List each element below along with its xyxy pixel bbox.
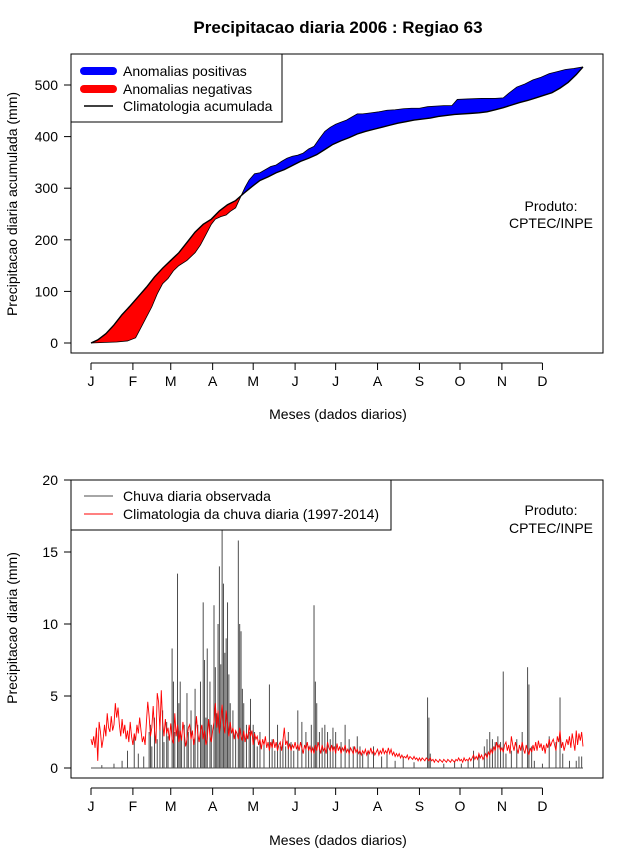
y-tick-label: 0 <box>50 335 58 351</box>
y-tick-label: 400 <box>35 129 59 145</box>
product-annotation-line1: Produto: <box>525 198 578 214</box>
negative-anomaly-area <box>91 195 242 343</box>
x-tick-label: M <box>247 373 259 389</box>
positive-anomaly-area <box>241 66 583 196</box>
x-tick-label: J <box>88 373 95 389</box>
x-tick-label: J <box>332 373 339 389</box>
cumulative-panel: Precipitacao diaria 2006 : Regiao 63 J F M… <box>4 18 604 422</box>
product-annotation-2-line1: Produto: <box>525 502 578 518</box>
climatology-cumulative-line <box>90 66 584 344</box>
x-tick-label: N <box>497 373 507 389</box>
x-tick-label: F <box>129 373 138 389</box>
x-tick-label: S <box>415 798 424 814</box>
climatology-daily-path <box>90 690 584 764</box>
x-axis-label-2: Meses (dados diarios) <box>269 832 407 848</box>
x-tick-label: D <box>537 373 547 389</box>
chart-title: Precipitacao diaria 2006 : Regiao 63 <box>193 18 482 37</box>
y-axis-2: 0 5 10 15 20 <box>42 472 72 776</box>
daily-panel: J F M A M J J A S O N D 0 5 10 15 20 Meses (dados diari… <box>4 472 604 848</box>
x-tick-label: A <box>373 798 383 814</box>
legend-2: Chuva diaria observada Climatologia da c… <box>70 479 392 531</box>
x-tick-label: J <box>88 798 95 814</box>
legend-label-observed: Chuva diaria observada <box>123 488 271 504</box>
x-tick-label: M <box>165 798 177 814</box>
y-axis-1: 0 100 200 300 400 500 <box>35 77 72 351</box>
climatology-daily-line <box>90 690 584 764</box>
x-tick-label: D <box>537 798 547 814</box>
x-tick-label: S <box>415 373 424 389</box>
cumulative-lines <box>90 66 584 344</box>
x-tick-label: A <box>208 798 218 814</box>
observed-cumulative-line <box>90 66 584 344</box>
y-tick-label: 200 <box>35 232 59 248</box>
x-tick-label: J <box>292 798 299 814</box>
legend-box-2 <box>70 479 392 531</box>
x-tick-label: O <box>455 373 466 389</box>
y-axis-label-2: Precipitacao diaria (mm) <box>4 552 20 704</box>
legend-label-positive: Anomalias positivas <box>123 63 247 79</box>
positive-anomaly-segment <box>241 66 583 196</box>
y-axis-label-1: Precipitacao diaria acumulada (mm) <box>4 92 20 316</box>
y-tick-label: 300 <box>35 180 59 196</box>
x-tick-label: A <box>373 373 383 389</box>
y-tick-label: 0 <box>50 760 58 776</box>
legend-label-climatology: Climatologia acumulada <box>123 98 273 114</box>
y-tick-label: 15 <box>42 544 58 560</box>
y-tick-label: 10 <box>42 616 58 632</box>
x-tick-label: N <box>497 798 507 814</box>
legend-label-negative: Anomalias negativas <box>123 81 252 97</box>
legend-label-climatology-daily: Climatologia da chuva diaria (1997-2014) <box>123 506 379 522</box>
x-tick-label: J <box>332 798 339 814</box>
negative-anomaly-segment <box>91 195 242 343</box>
x-tick-label: F <box>129 798 138 814</box>
x-tick-label: M <box>247 798 259 814</box>
x-tick-label: O <box>455 798 466 814</box>
y-tick-label: 100 <box>35 283 59 299</box>
x-tick-label: M <box>165 373 177 389</box>
legend-1: Anomalias positivas Anomalias negativas … <box>70 53 283 123</box>
y-tick-label: 500 <box>35 77 59 93</box>
product-annotation-line2: CPTEC/INPE <box>509 215 593 231</box>
x-tick-label: J <box>292 373 299 389</box>
product-annotation-2-line2: CPTEC/INPE <box>509 520 593 536</box>
x-tick-label: A <box>208 373 218 389</box>
y-tick-label: 5 <box>50 688 58 704</box>
x-axis-label-1: Meses (dados diarios) <box>269 406 407 422</box>
y-tick-label: 20 <box>42 472 58 488</box>
